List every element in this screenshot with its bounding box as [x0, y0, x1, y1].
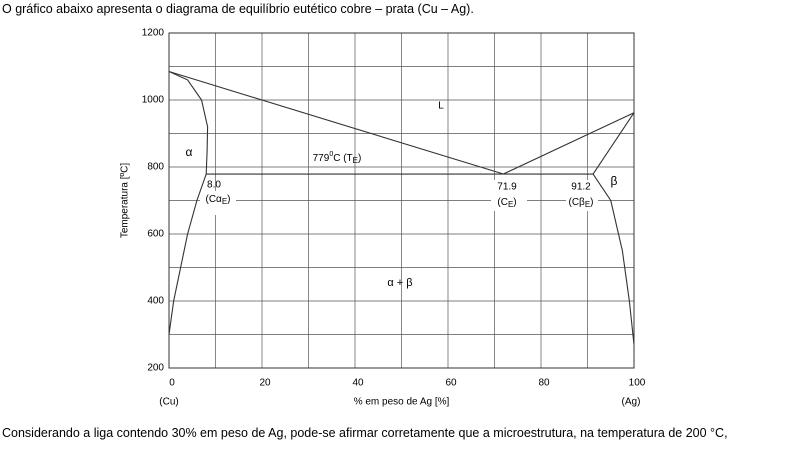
label-background — [566, 180, 598, 211]
label-background — [491, 180, 527, 211]
x-tick-label: 100 — [629, 378, 646, 389]
annotation: 7790C (TE) — [313, 151, 362, 165]
annotation-part: E — [222, 197, 227, 206]
annotation-part: E — [508, 200, 513, 209]
x-tick-label: 0 — [169, 378, 175, 389]
annotation: 8.0 — [207, 180, 221, 191]
x-end-label: (Ag) — [622, 397, 641, 408]
x-tick-label: 20 — [259, 378, 271, 389]
annotation-part: (C — [497, 197, 508, 208]
annotation-part: ) — [590, 197, 593, 208]
intro-text: O gráfico abaixo apresenta o diagrama de… — [2, 2, 474, 16]
annotation: α — [186, 145, 193, 159]
annotation-part: (Cα — [205, 194, 222, 205]
annotation-part: ) — [358, 153, 361, 164]
annotation: 91.2 — [571, 182, 591, 193]
annotation-part: 0 — [329, 151, 333, 158]
x-end-label: (Cu) — [159, 397, 178, 408]
annotation-part: (Cβ — [569, 197, 586, 208]
y-tick-label: 1000 — [142, 95, 165, 106]
phase-line — [503, 112, 635, 175]
annotation: 71.9 — [497, 182, 517, 193]
phase-line — [168, 71, 209, 175]
annotation-part: 779 — [313, 153, 330, 164]
annotation: β — [611, 174, 618, 188]
x-tick-label: 80 — [538, 378, 550, 389]
annotation-part: ) — [513, 197, 516, 208]
annotation-part: C (T — [333, 153, 352, 164]
annotation: (CE) — [497, 197, 516, 209]
plot-frame — [168, 32, 635, 369]
question-text: Considerando a liga contendo 30% em peso… — [2, 426, 728, 440]
y-tick-label: 800 — [147, 162, 164, 173]
annotation: L — [438, 101, 444, 112]
y-tick-label: 200 — [147, 363, 164, 374]
x-axis-label: % em peso de Ag [%] — [354, 397, 450, 408]
annotation: (CβE) — [569, 197, 594, 209]
x-tick-label: 60 — [445, 378, 457, 389]
y-tick-label: 400 — [147, 296, 164, 307]
annotation-part: E — [585, 200, 590, 209]
label-background — [200, 191, 236, 215]
x-tick-label: 40 — [352, 378, 364, 389]
chart: 0 20 40 60 80 100 200 400 600 800 1000 1200 (Cu) (Ag)… — [120, 28, 646, 408]
y-tick-label: 1200 — [142, 28, 165, 39]
annotation-part: ) — [227, 194, 230, 205]
phase-line — [592, 112, 635, 175]
annotation-part: E — [353, 156, 358, 165]
annotation: α + β — [387, 277, 412, 289]
phase-line — [168, 70, 504, 175]
y-tick-label: 600 — [147, 229, 164, 240]
y-axis-label: Temperatura [ºC] — [120, 163, 131, 239]
annotation: (CαE) — [205, 194, 230, 206]
phase-line — [168, 173, 207, 335]
phase-line — [592, 173, 635, 345]
